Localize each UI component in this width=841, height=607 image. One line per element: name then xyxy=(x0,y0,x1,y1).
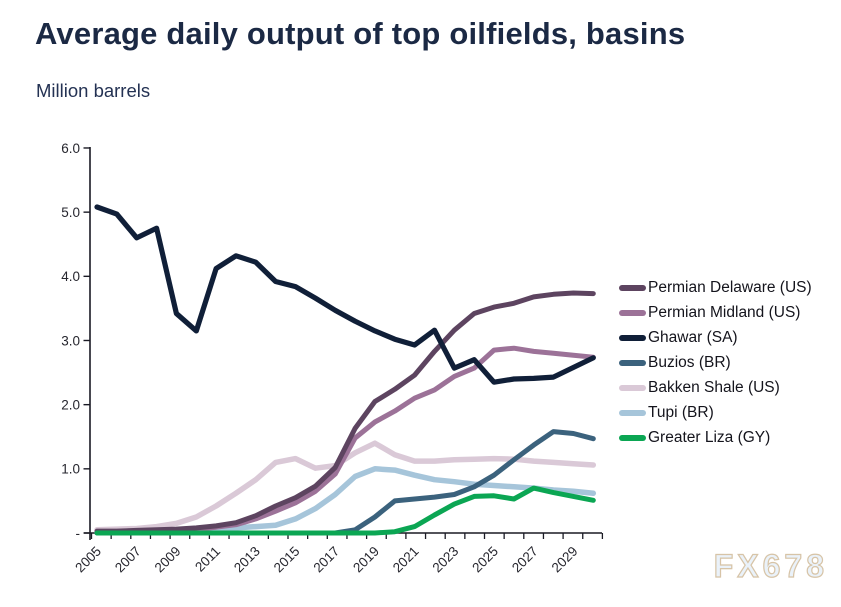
legend-item: Tupi (BR) xyxy=(619,404,812,421)
legend-item: Bakken Shale (US) xyxy=(619,379,812,396)
x-axis-tick-label: 2025 xyxy=(469,544,501,576)
legend-item: Permian Midland (US) xyxy=(619,304,812,321)
x-axis-tick-label: 2019 xyxy=(350,544,382,576)
legend-item-label: Buzios (BR) xyxy=(648,354,731,371)
legend-item: Greater Liza (GY) xyxy=(619,429,812,446)
x-axis-tick-label: 2015 xyxy=(271,544,303,576)
page-title: Average daily output of top oilfields, b… xyxy=(35,16,686,51)
legend-item-label: Tupi (BR) xyxy=(648,404,714,421)
x-axis-tick-label: 2021 xyxy=(390,544,422,576)
legend-swatch xyxy=(619,310,646,316)
x-axis-tick-label: 2027 xyxy=(509,544,541,576)
y-axis-tick-label: 4.0 xyxy=(61,269,80,284)
watermark: FX678 xyxy=(713,547,828,584)
y-axis-tick-label: 1.0 xyxy=(61,462,80,477)
x-axis-tick-label: 2023 xyxy=(430,544,462,576)
legend-item-label: Permian Midland (US) xyxy=(648,304,801,321)
series-line-ghawar-sa xyxy=(94,204,596,385)
y-axis-tick-label: 2.0 xyxy=(61,397,80,412)
series-line-greater-liza-gy xyxy=(94,485,596,536)
x-axis-tick-label: 2013 xyxy=(231,544,263,576)
legend-item-label: Permian Delaware (US) xyxy=(648,279,812,296)
legend-item: Ghawar (SA) xyxy=(619,329,812,346)
legend-item-label: Bakken Shale (US) xyxy=(648,379,780,396)
chart-units-label: Million barrels xyxy=(36,80,151,101)
x-axis-tick-label: 2029 xyxy=(549,544,581,576)
legend-item: Permian Delaware (US) xyxy=(619,279,812,296)
chart-legend: Permian Delaware (US) Permian Midland (US… xyxy=(619,279,812,446)
series-line-permian-delaware-us xyxy=(94,290,596,534)
x-axis-tick-label: 2005 xyxy=(72,544,104,576)
x-axis-tick-label: 2017 xyxy=(310,544,342,576)
legend-swatch xyxy=(619,410,646,416)
legend-swatch xyxy=(619,435,646,441)
y-axis-tick-label: 3.0 xyxy=(61,333,80,348)
legend-swatch xyxy=(619,285,646,291)
legend-item: Buzios (BR) xyxy=(619,354,812,371)
x-axis-tick-label: 2009 xyxy=(152,544,184,576)
legend-item-label: Ghawar (SA) xyxy=(648,329,738,346)
legend-swatch xyxy=(619,385,646,391)
legend-item-label: Greater Liza (GY) xyxy=(648,429,771,446)
x-axis-tick-label: 2007 xyxy=(112,544,144,576)
x-axis-tick-label: 2011 xyxy=(192,544,223,575)
line-chart: 6.05.04.03.02.01.0-2005 2007 2009 2011 2013 2… xyxy=(61,141,604,576)
legend-swatch xyxy=(619,360,646,366)
y-axis-tick-label: 5.0 xyxy=(61,205,80,220)
series-line-permian-midland-us xyxy=(94,345,596,535)
y-axis-tick-label: 6.0 xyxy=(61,141,80,156)
legend-swatch xyxy=(619,335,646,341)
y-axis-tick-label: - xyxy=(76,526,81,541)
